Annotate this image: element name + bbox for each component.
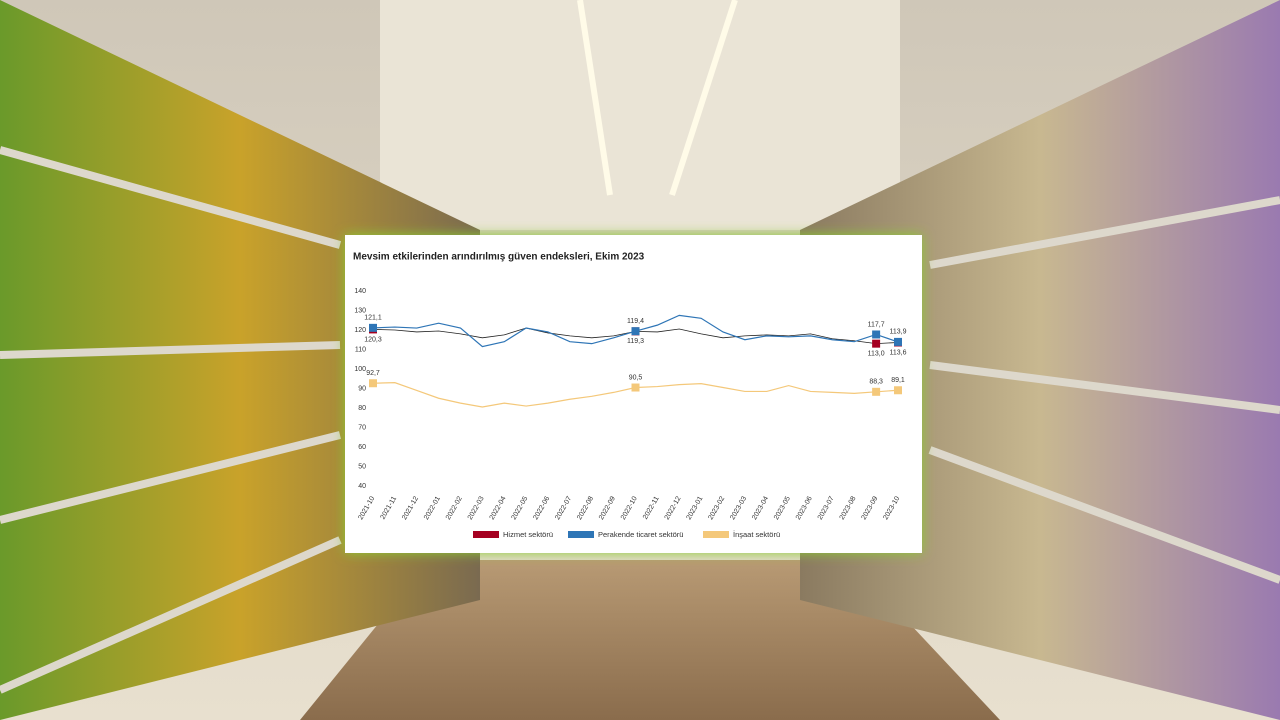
value-label: 89,1: [891, 377, 905, 384]
value-label: 119,4: [627, 318, 644, 325]
y-tick-label: 100: [354, 366, 366, 373]
y-tick-label: 110: [355, 346, 366, 353]
y-tick-label: 140: [354, 288, 366, 295]
y-tick-label: 90: [358, 385, 366, 392]
point-marker: [872, 339, 881, 348]
legend-label: İnşaat sektörü: [733, 530, 780, 539]
point-marker: [369, 379, 377, 388]
y-tick-label: 70: [358, 424, 366, 431]
point-marker: [369, 323, 377, 332]
value-label: 113,0: [868, 350, 885, 357]
ceiling-light: [577, 0, 613, 196]
legend-swatch: [568, 531, 594, 538]
value-label: 113,6: [890, 349, 907, 356]
legend-label: Perakende ticaret sektörü: [598, 530, 683, 539]
ceiling-light: [669, 0, 738, 196]
y-tick-label: 40: [358, 483, 366, 490]
point-marker: [894, 386, 902, 395]
value-label: 119,3: [627, 338, 644, 345]
value-label: 120,3: [364, 336, 382, 343]
y-tick-label: 120: [354, 327, 366, 334]
value-label: 121,1: [364, 315, 382, 322]
chart-panel: [345, 235, 922, 553]
y-tick-label: 130: [354, 307, 366, 314]
legend-label: Hizmet sektörü: [503, 530, 553, 539]
value-label: 117,7: [868, 321, 885, 328]
ceiling-grid: [380, 0, 900, 230]
chart-title: Mevsim etkilerinden arındırılmış güven e…: [353, 252, 645, 263]
point-marker: [631, 383, 640, 392]
value-label: 90,5: [629, 374, 643, 381]
value-label: 113,9: [890, 329, 907, 336]
point-marker: [894, 337, 902, 346]
y-tick-label: 80: [358, 405, 366, 412]
point-marker: [872, 387, 881, 396]
y-tick-label: 50: [358, 463, 366, 470]
value-label: 88,3: [869, 379, 883, 386]
y-tick-label: 60: [358, 444, 366, 451]
value-label: 92,7: [366, 370, 380, 377]
legend-swatch: [703, 531, 729, 538]
shelf-edges: [0, 146, 1280, 694]
point-marker: [872, 330, 881, 339]
legend-swatch: [473, 531, 499, 538]
point-marker: [631, 327, 640, 336]
